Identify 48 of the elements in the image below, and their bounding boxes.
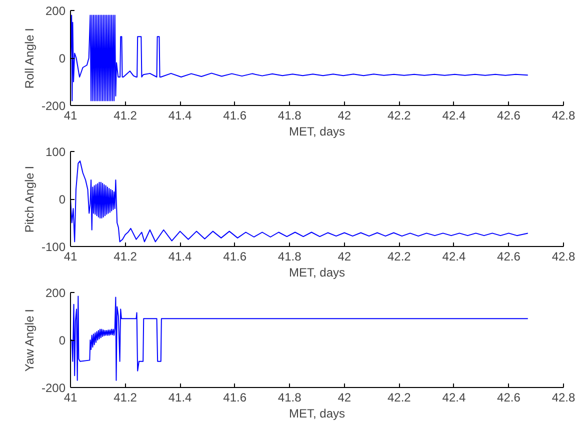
x-tick-label: 41.2	[114, 390, 138, 404]
x-tick-label: 42.6	[497, 250, 521, 264]
x-tick-label: 42.4	[442, 390, 466, 404]
y-tick-label: 0	[58, 334, 66, 348]
line-series	[70, 296, 528, 381]
line-series	[70, 160, 528, 242]
x-tick-label: 42	[338, 390, 352, 404]
x-tick-label: 41.4	[168, 250, 192, 264]
x-tick-label: 41.4	[168, 108, 192, 122]
y-tick-label: -100	[41, 240, 66, 254]
y-tick-label: 100	[45, 145, 66, 159]
x-axis-title: MET, days	[288, 406, 346, 420]
y-tick-label: 0	[58, 192, 66, 206]
y-axis-title: Roll Angle I	[22, 28, 36, 89]
x-tick-label: 41.6	[223, 108, 247, 122]
x-tick-label: 42	[338, 108, 352, 122]
x-tick-label: 41.2	[114, 108, 138, 122]
x-tick-label: 42.4	[442, 108, 466, 122]
y-tick-label: -200	[41, 381, 66, 395]
line-series	[70, 14, 528, 102]
x-tick-label: 42.2	[387, 108, 412, 122]
y-tick-label: -200	[41, 99, 66, 113]
x-tick-label: 42.6	[497, 390, 521, 404]
x-tick-label: 41.8	[278, 390, 302, 404]
x-axis-title: MET, days	[288, 266, 346, 280]
y-tick-label: 0	[58, 52, 66, 66]
x-tick-label: 41.8	[278, 108, 302, 122]
x-tick-label: 42	[338, 250, 352, 264]
x-tick-label: 42.2	[387, 390, 412, 404]
x-tick-label: 42.8	[552, 250, 576, 264]
y-axis-title: Pitch Angle I	[22, 166, 36, 233]
y-tick-label: 200	[45, 286, 66, 300]
x-axis-title: MET, days	[288, 124, 346, 138]
x-tick-label: 41.2	[114, 250, 138, 264]
x-tick-label: 41.8	[278, 250, 302, 264]
x-tick-label: 41.6	[223, 250, 247, 264]
x-tick-label: 41	[64, 390, 78, 404]
x-tick-label: 41	[64, 250, 78, 264]
x-tick-label: 42.8	[552, 108, 576, 122]
x-tick-label: 42.8	[552, 390, 576, 404]
x-tick-label: 41.4	[168, 390, 192, 404]
x-tick-label: 42.4	[442, 250, 466, 264]
x-tick-label: 41.6	[223, 390, 247, 404]
y-axis-title: Yaw Angle I	[22, 309, 36, 372]
x-tick-label: 42.2	[387, 250, 412, 264]
x-tick-label: 42.6	[497, 108, 521, 122]
y-tick-label: 200	[45, 4, 66, 18]
x-tick-label: 41	[64, 108, 78, 122]
